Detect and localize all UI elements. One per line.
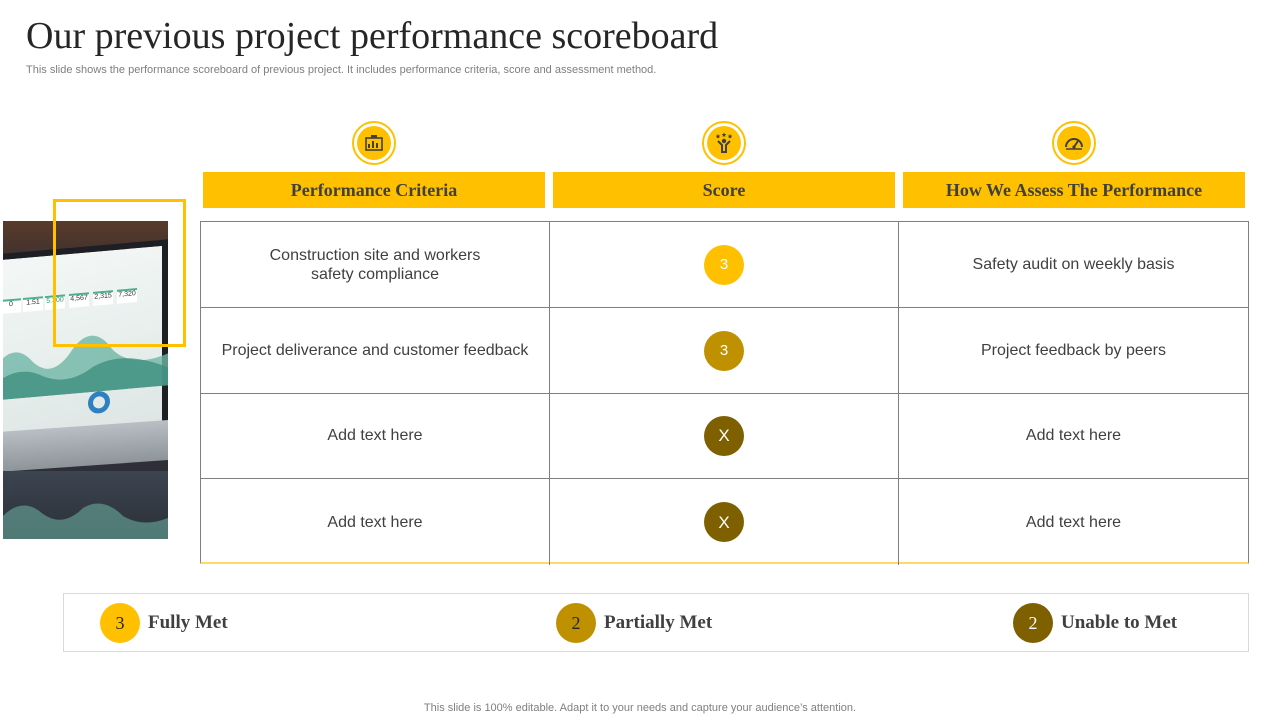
kpi-tile: 1.51	[23, 296, 43, 313]
speedometer-icon	[1052, 121, 1096, 165]
score-badge: X	[704, 502, 744, 542]
legend-badge: 2	[1013, 603, 1053, 643]
legend-badge: 3	[100, 603, 140, 643]
table-row: Project deliverance and customer feedbac…	[201, 308, 1248, 394]
criteria-cell: Add text here	[201, 479, 550, 565]
legend-label: Partially Met	[604, 612, 713, 633]
star-person-icon	[702, 121, 746, 165]
scoreboard-table: Construction site and workers safety comp…	[200, 221, 1249, 565]
table-row: Add text here X Add text here	[201, 393, 1248, 479]
area-chart-graphic	[3, 335, 168, 401]
score-badge: 3	[704, 330, 744, 371]
score-cell: 3	[550, 308, 899, 393]
score-cell: 3	[550, 222, 899, 307]
slide-footer: This slide is 100% editable. Adapt it to…	[423, 702, 857, 714]
decorative-frame	[53, 199, 186, 347]
assessment-cell: Add text here	[1025, 427, 1122, 444]
table-row: Add text here X Add text here	[201, 479, 1248, 565]
kpi-tile: 0	[3, 298, 21, 314]
legend-label: Unable to Met	[1061, 612, 1178, 633]
legend-item-partially-met: 2 Partially Met	[556, 602, 712, 644]
legend-badge: 2	[556, 603, 596, 643]
criteria-cell: Project deliverance and customer feedbac…	[201, 308, 550, 393]
header-performance-criteria: Performance Criteria	[203, 172, 545, 208]
legend-label: Fully Met	[148, 612, 228, 633]
reflection-graphic	[3, 503, 168, 539]
assessment-cell: Add text here	[1025, 513, 1122, 531]
score-legend: 3 Fully Met 2 Partially Met 2 Unable to …	[63, 593, 1249, 652]
legend-item-fully-met: 3 Fully Met	[100, 602, 228, 644]
assessment-cell: Project feedback by peers	[981, 342, 1166, 359]
table-row: Construction site and workers safety comp…	[201, 222, 1248, 308]
score-badge: 3	[704, 244, 744, 285]
slide-title: Our previous project performance scorebo…	[26, 15, 719, 57]
donut-graphic	[88, 390, 110, 415]
dashboard-icon	[352, 121, 396, 165]
score-badge: X	[704, 415, 744, 456]
criteria-cell: Construction site and workers safety comp…	[201, 222, 550, 307]
legend-item-unable-to-met: 2 Unable to Met	[1013, 602, 1177, 644]
laptop-photo: 0 1.51 5.300 4,567 2,315 7,320	[3, 221, 168, 539]
header-score: Score	[553, 172, 895, 208]
criteria-cell: Add text here	[201, 393, 550, 478]
laptop-screen: 0 1.51 5.300 4,567 2,315 7,320	[3, 239, 168, 445]
header-assessment: How We Assess The Performance	[903, 172, 1245, 208]
score-cell: X	[550, 393, 899, 478]
assessment-cell: Safety audit on weekly basis	[972, 256, 1175, 273]
slide-subtitle: This slide shows the performance scorebo…	[26, 64, 657, 76]
score-cell: X	[550, 479, 899, 565]
